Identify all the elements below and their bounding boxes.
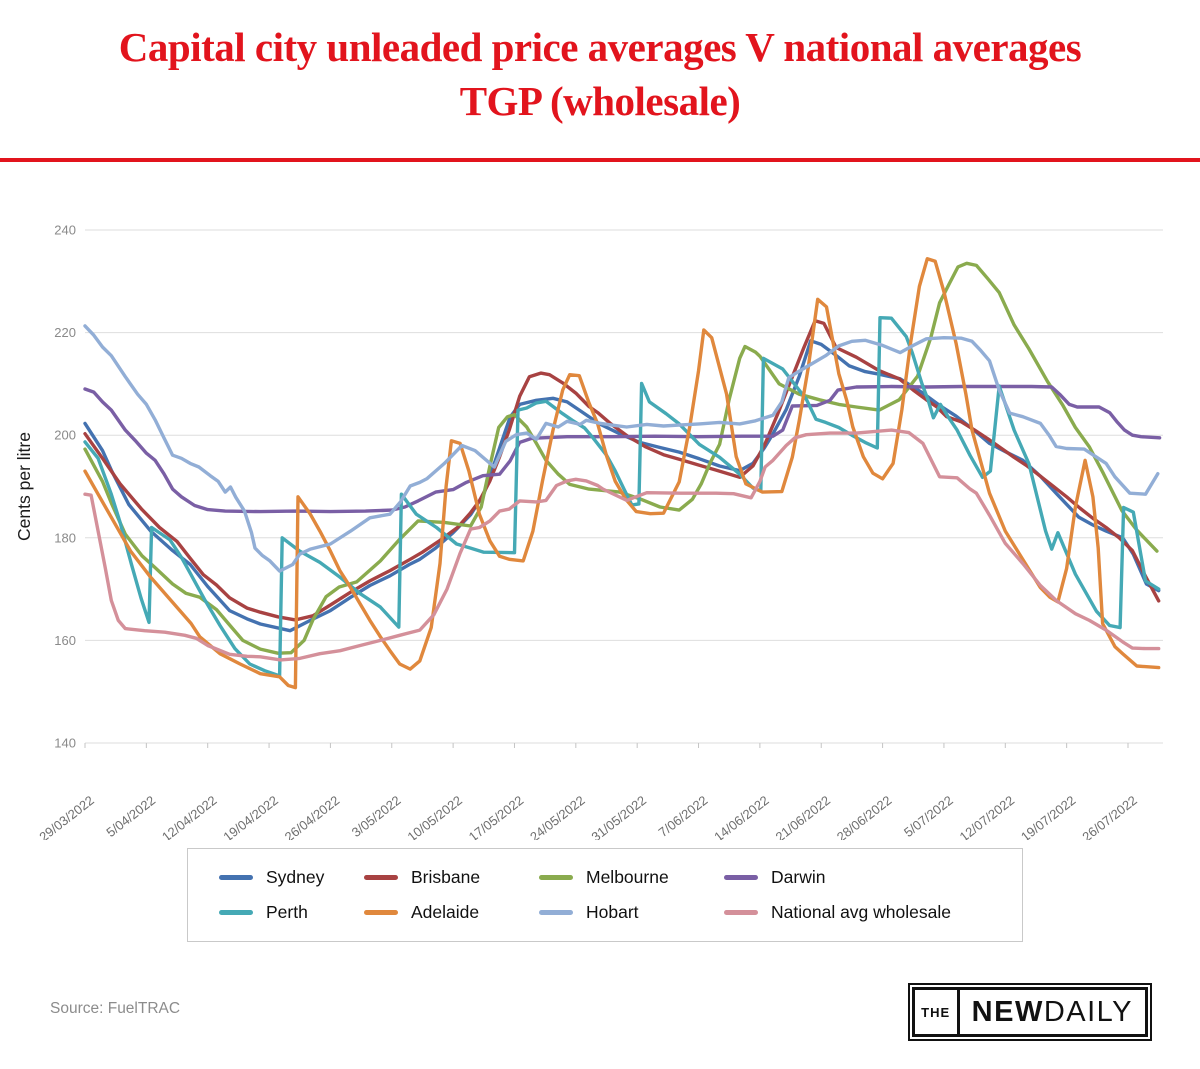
legend-item: Sydney xyxy=(219,867,364,888)
legend-label: Hobart xyxy=(586,902,639,922)
x-tick-label: 24/05/2022 xyxy=(527,793,588,840)
legend-label: Brisbane xyxy=(411,867,481,887)
x-tick-label: 28/06/2022 xyxy=(834,793,895,840)
legend-swatch-icon xyxy=(364,909,398,916)
series-brisbane xyxy=(83,319,1161,622)
x-tick-label: 31/05/2022 xyxy=(589,793,650,840)
x-tick-label: 29/03/2022 xyxy=(36,793,97,840)
new-daily-logo: THE NEW DAILY xyxy=(907,983,1152,1041)
legend-item: Melbourne xyxy=(539,867,724,888)
logo-the-text: THE xyxy=(915,990,960,1034)
legend-swatch-icon xyxy=(724,874,758,881)
page-title: Capital city unleaded price averages V n… xyxy=(0,20,1200,128)
legend-swatch-icon xyxy=(724,909,758,916)
logo-new-text: NEW xyxy=(971,995,1044,1028)
legend-swatch-icon xyxy=(539,909,573,916)
source-note: Source: FuelTRAC xyxy=(50,1000,181,1017)
title-divider-rule xyxy=(0,158,1200,162)
legend: Sydney Brisbane Melbourne Darwin Perth Adelai… xyxy=(187,848,1023,942)
legend-label: Melbourne xyxy=(586,867,669,887)
x-tick-label: 7/06/2022 xyxy=(656,793,711,840)
logo-daily-text: DAILY xyxy=(1043,995,1133,1028)
x-tick-label: 21/06/2022 xyxy=(773,793,834,840)
y-tick-label: 180 xyxy=(54,530,76,545)
x-tick-label: 26/07/2022 xyxy=(1079,793,1140,840)
x-tick-label: 12/07/2022 xyxy=(957,793,1018,840)
logo-main-text: NEW DAILY xyxy=(960,990,1145,1034)
x-tick-label: 14/06/2022 xyxy=(711,793,772,840)
legend-item: Hobart xyxy=(539,902,724,923)
x-tick-label: 3/05/2022 xyxy=(349,793,404,840)
series-national-avg-wholesale xyxy=(83,428,1161,662)
legend-item: National avg wholesale xyxy=(724,902,1022,923)
y-tick-label: 140 xyxy=(54,736,76,751)
y-tick-label: 200 xyxy=(54,428,76,443)
x-tick-label: 10/05/2022 xyxy=(404,793,465,840)
legend-item: Darwin xyxy=(724,867,1022,888)
legend-swatch-icon xyxy=(219,874,253,881)
legend-label: Sydney xyxy=(266,867,325,887)
y-tick-label: 220 xyxy=(54,325,76,340)
x-tick-label: 19/04/2022 xyxy=(220,793,281,840)
x-tick-label: 19/07/2022 xyxy=(1018,793,1079,840)
series-hobart xyxy=(83,324,1160,573)
legend-swatch-icon xyxy=(364,874,398,881)
x-tick-label: 5/04/2022 xyxy=(103,793,158,840)
x-tick-label: 5/07/2022 xyxy=(901,793,956,840)
legend-swatch-icon xyxy=(219,909,253,916)
legend-item: Perth xyxy=(219,902,364,923)
x-tick-label: 17/05/2022 xyxy=(466,793,527,840)
page-title-text: Capital city unleaded price averages V n… xyxy=(118,24,1082,125)
legend-label: National avg wholesale xyxy=(771,902,951,922)
y-tick-label: 240 xyxy=(54,223,76,238)
x-tick-label: 26/04/2022 xyxy=(282,793,343,840)
legend-label: Darwin xyxy=(771,867,826,887)
y-axis-title: Cents per litre xyxy=(14,432,34,541)
x-tick-label: 12/04/2022 xyxy=(159,793,220,840)
legend-label: Perth xyxy=(266,902,308,922)
legend-item: Brisbane xyxy=(364,867,539,888)
series-adelaide xyxy=(83,257,1161,690)
price-chart: 140 160 180 200 220 240 Cents per litre 29/03/2… xyxy=(14,223,1163,840)
legend-label: Adelaide xyxy=(411,902,480,922)
legend-swatch-icon xyxy=(539,874,573,881)
new-daily-logo-inner: THE NEW DAILY xyxy=(911,987,1148,1037)
series-melbourne xyxy=(83,261,1159,655)
y-tick-label: 160 xyxy=(54,633,76,648)
legend-item: Adelaide xyxy=(364,902,539,923)
